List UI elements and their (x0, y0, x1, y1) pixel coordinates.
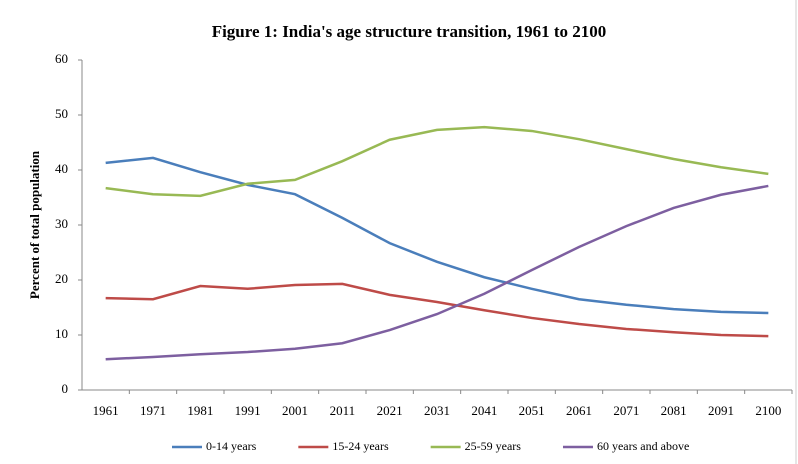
y-tick-label: 50 (55, 106, 68, 121)
x-tick-label: 1961 (93, 403, 119, 418)
y-axis-label: Percent of total population (27, 150, 42, 299)
x-tick-label: 2081 (661, 403, 687, 418)
y-tick-label: 10 (55, 326, 68, 341)
x-tick-label: 2091 (708, 403, 734, 418)
series-line (105, 125, 769, 198)
x-tick-label: 2021 (377, 403, 403, 418)
legend-label: 0-14 years (206, 439, 257, 453)
x-tick-label: 2041 (471, 403, 497, 418)
chart-title: Figure 1: India's age structure transiti… (212, 22, 607, 41)
x-tick-label: 1991 (235, 403, 261, 418)
x-tick-label: 2100 (755, 403, 781, 418)
legend-label: 25-59 years (465, 439, 522, 453)
series-line (105, 282, 769, 338)
y-tick-label: 30 (55, 216, 68, 231)
legend-label: 15-24 years (332, 439, 389, 453)
series-line (105, 156, 769, 315)
y-tick-label: 20 (55, 271, 68, 286)
y-tick-label: 60 (55, 51, 68, 66)
x-tick-label: 2011 (330, 403, 356, 418)
legend-label: 60 years and above (597, 439, 689, 453)
x-tick-label: 1971 (140, 403, 166, 418)
x-tick-label: 1981 (187, 403, 213, 418)
x-tick-label: 2001 (282, 403, 308, 418)
x-tick-label: 2031 (424, 403, 450, 418)
series-line (105, 184, 769, 361)
y-tick-label: 40 (55, 161, 68, 176)
y-tick-label: 0 (62, 381, 69, 396)
x-tick-label: 2061 (566, 403, 592, 418)
x-tick-label: 2051 (519, 403, 545, 418)
x-tick-label: 2071 (613, 403, 639, 418)
